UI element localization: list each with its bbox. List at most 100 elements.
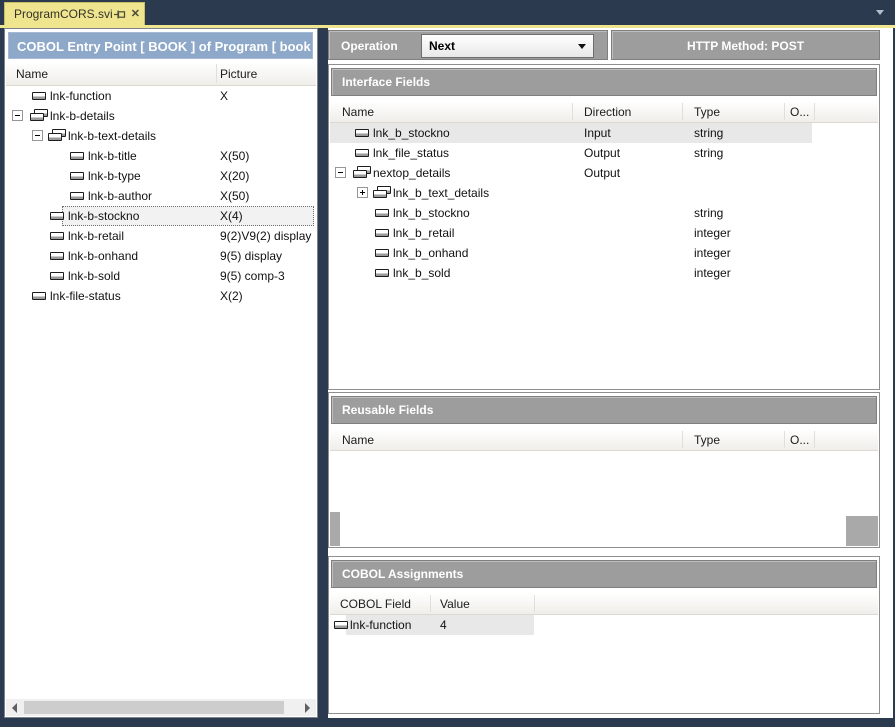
field-picture: 9(2)V9(2) display <box>220 229 312 243</box>
group-icon <box>373 186 391 199</box>
left-grid-header: Name Picture <box>6 62 316 86</box>
reusable-fields-section: Reusable Fields Name Type O... <box>328 392 880 548</box>
interface-field-row[interactable]: lnk_b_stockno string <box>330 203 878 223</box>
field-picture: X(4) <box>220 209 243 223</box>
field-picture: X(2) <box>220 289 243 303</box>
column-header-picture[interactable]: Picture <box>220 67 258 81</box>
assignments-grid-header: COBOL Field Value <box>330 593 878 615</box>
column-divider[interactable] <box>784 431 785 448</box>
interface-grid-header: Name Direction Type O... <box>330 101 878 123</box>
field-name: nextop_details <box>373 166 451 180</box>
tree-row[interactable]: lnk-b-sold 9(5) comp-3 <box>6 266 316 286</box>
data-item-icon <box>70 192 84 200</box>
expander-minus-icon[interactable] <box>32 130 43 141</box>
tree-row[interactable]: lnk-b-title X(50) <box>6 146 316 166</box>
field-name: lnk_b_sold <box>393 266 451 280</box>
field-type: string <box>694 126 724 140</box>
tab-programcors-svi[interactable]: ProgramCORS.svi ✕ <box>4 2 145 25</box>
scrollbar-fragment <box>330 512 340 546</box>
column-header-o[interactable]: O... <box>790 433 810 447</box>
column-divider[interactable] <box>682 103 683 120</box>
group-icon-front <box>353 170 367 178</box>
entry-point-header: COBOL Entry Point [ BOOK ] of Program [ … <box>8 32 313 59</box>
group-icon <box>353 166 371 179</box>
field-name: lnk-function <box>50 89 112 103</box>
tree-row[interactable]: lnk-b-author X(50) <box>6 186 316 206</box>
column-divider[interactable] <box>430 595 431 612</box>
interface-field-row[interactable]: lnk_b_retail integer <box>330 223 878 243</box>
group-icon-front <box>30 113 44 121</box>
data-item-icon <box>70 152 84 160</box>
tree-row[interactable]: lnk-b-onhand 9(5) display <box>6 246 316 266</box>
data-item-icon <box>355 129 369 137</box>
interface-field-row[interactable]: lnk_b_stockno Input string <box>330 123 878 143</box>
data-item-icon <box>50 252 64 260</box>
interface-field-row[interactable]: lnk_b_onhand integer <box>330 243 878 263</box>
field-name: lnk-b-details <box>50 109 115 123</box>
column-header-name[interactable]: Name <box>16 67 49 81</box>
data-item-icon <box>375 249 389 257</box>
selected-row-highlight <box>346 615 534 635</box>
operation-label: Operation <box>341 39 398 53</box>
interface-field-row[interactable]: nextop_details Output <box>330 163 878 183</box>
field-picture: X <box>220 89 229 103</box>
operation-select[interactable]: Next <box>421 34 594 58</box>
column-divider[interactable] <box>682 431 683 448</box>
column-header-cobol-field[interactable]: COBOL Field <box>340 597 411 611</box>
field-direction: Input <box>584 126 611 140</box>
data-item-icon <box>70 172 84 180</box>
column-divider[interactable] <box>814 103 815 120</box>
interface-field-row[interactable]: lnk_b_sold integer <box>330 263 878 283</box>
tree-row[interactable]: lnk-b-text-details <box>6 126 316 146</box>
horizontal-scrollbar[interactable] <box>6 699 316 716</box>
field-picture: X(50) <box>220 149 250 163</box>
column-header-name[interactable]: Name <box>342 105 375 119</box>
tree-row[interactable]: lnk-b-type X(20) <box>6 166 316 186</box>
expander-minus-icon[interactable] <box>335 167 346 178</box>
expander-plus-icon[interactable] <box>357 187 368 198</box>
field-name: lnk_b_stockno <box>393 206 470 220</box>
tree-row[interactable]: lnk-file-status X(2) <box>6 286 316 306</box>
operation-selected-value: Next <box>429 39 456 53</box>
column-divider[interactable] <box>814 431 815 448</box>
column-divider[interactable] <box>216 64 217 83</box>
column-header-value[interactable]: Value <box>440 597 470 611</box>
column-header-direction[interactable]: Direction <box>584 105 632 119</box>
tree-row[interactable]: lnk-function X <box>6 86 316 106</box>
field-name: lnk_b_text_details <box>393 186 490 200</box>
interface-field-row[interactable]: lnk_file_status Output string <box>330 143 878 163</box>
column-header-name[interactable]: Name <box>342 433 375 447</box>
scrollbar-thumb[interactable] <box>24 701 284 714</box>
expander-minus-icon[interactable] <box>12 110 23 121</box>
tree-row[interactable]: lnk-b-retail 9(2)V9(2) display <box>6 226 316 246</box>
scroll-right-arrow-icon[interactable] <box>305 703 310 713</box>
close-icon[interactable]: ✕ <box>130 7 140 20</box>
combo-arrow-icon[interactable] <box>578 44 586 49</box>
column-divider[interactable] <box>534 595 535 612</box>
assignment-value: 4 <box>440 618 447 632</box>
column-divider[interactable] <box>784 103 785 120</box>
data-item-icon <box>375 209 389 217</box>
assignment-field: lnk-function <box>350 618 412 632</box>
tree-row[interactable]: lnk-b-details <box>6 106 316 126</box>
field-name: lnk-b-sold <box>68 269 121 283</box>
field-name: lnk-b-type <box>88 169 141 183</box>
pin-icon[interactable] <box>113 8 126 21</box>
column-header-type[interactable]: Type <box>694 433 721 447</box>
scroll-left-arrow-icon[interactable] <box>12 703 17 713</box>
assignment-row[interactable]: lnk-function 4 <box>330 615 878 635</box>
tab-list-chevron-down-icon[interactable] <box>876 10 884 15</box>
field-name: lnk-b-title <box>88 149 137 163</box>
tree-row[interactable]: lnk-b-stockno X(4) <box>6 206 316 226</box>
column-header-o[interactable]: O... <box>790 105 810 119</box>
reusable-fields-title: Reusable Fields <box>331 396 877 424</box>
interface-field-row[interactable]: lnk_b_text_details <box>330 183 878 203</box>
column-divider[interactable] <box>572 103 573 120</box>
column-header-type[interactable]: Type <box>694 105 721 119</box>
field-name: lnk-b-author <box>88 189 153 203</box>
field-name: lnk_b_stockno <box>373 126 450 140</box>
http-method-bar: HTTP Method: POST <box>611 30 880 60</box>
data-item-icon <box>32 292 46 300</box>
field-direction: Output <box>584 146 621 160</box>
